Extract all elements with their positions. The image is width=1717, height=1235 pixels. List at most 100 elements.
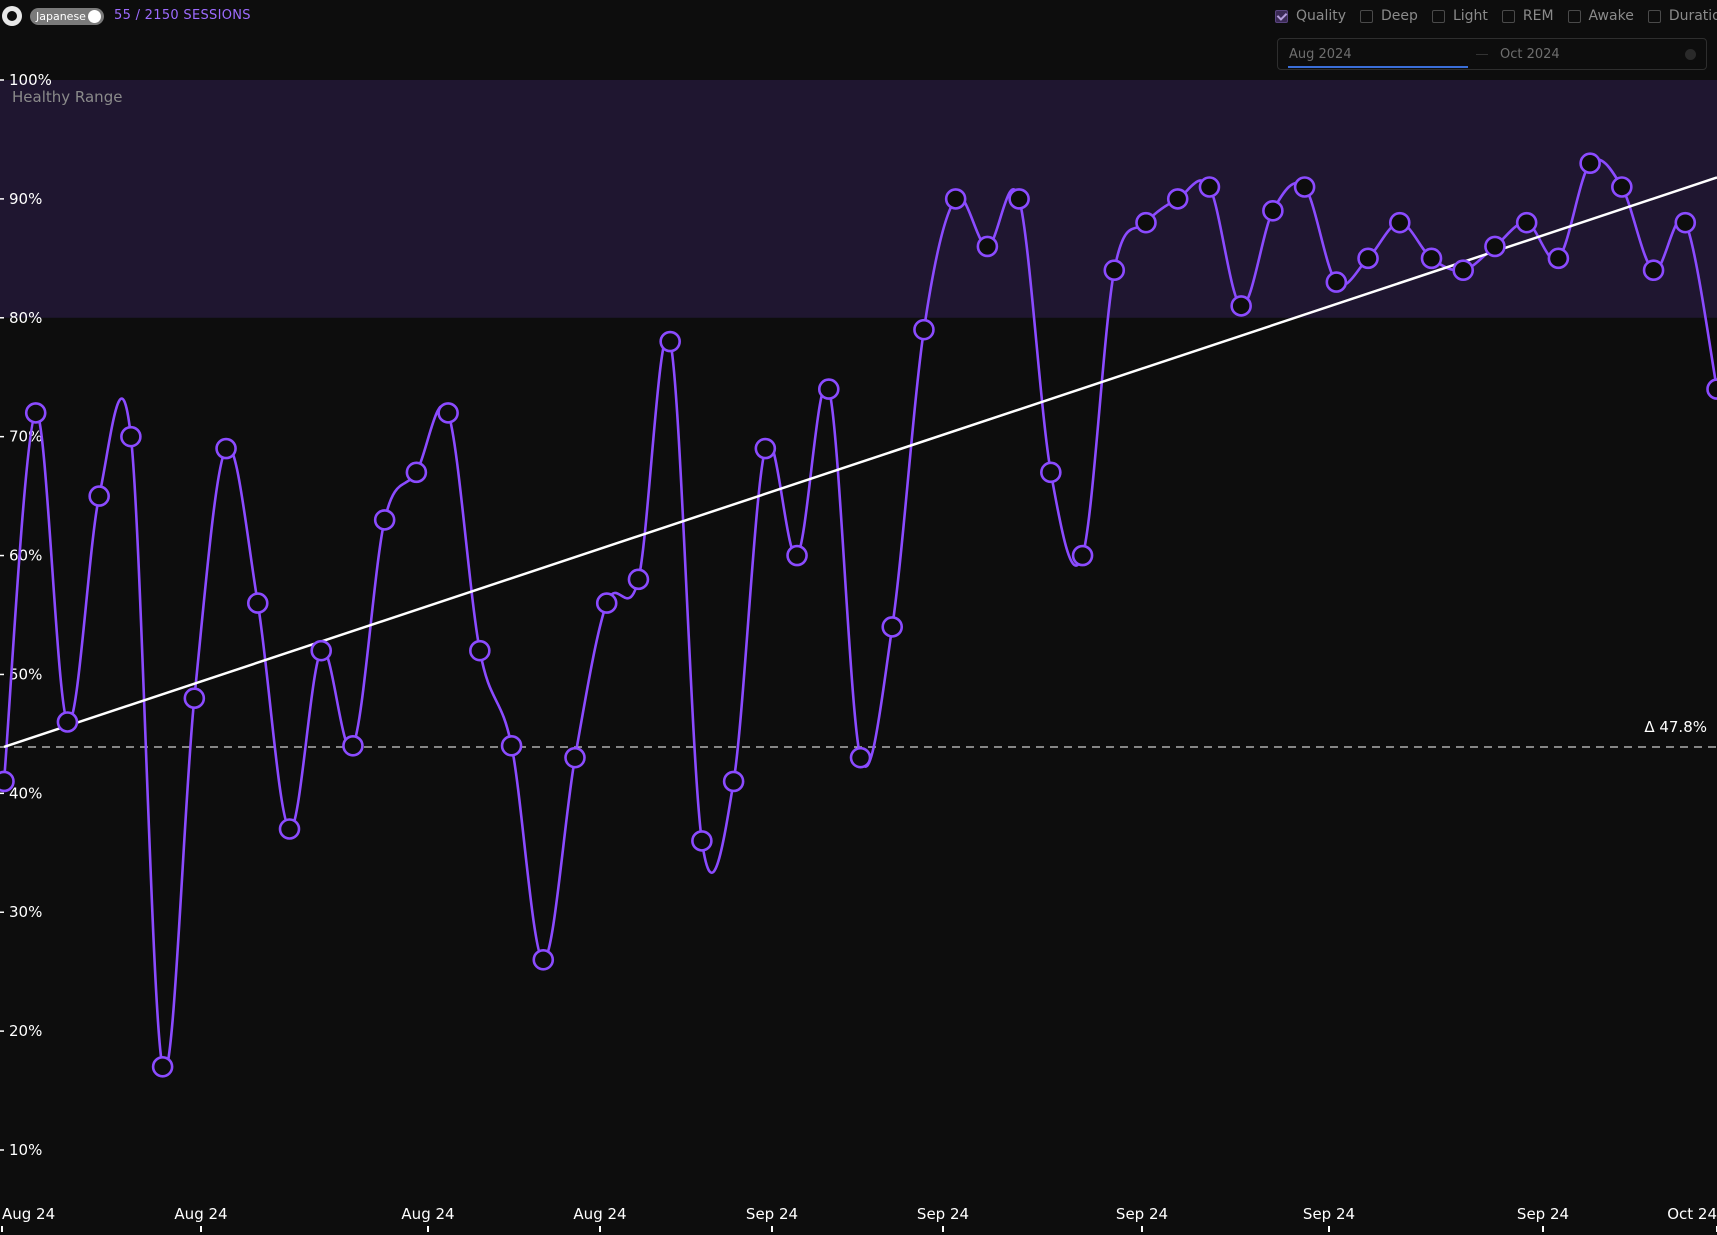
checkbox-icon[interactable] <box>1647 9 1661 23</box>
data-point[interactable] <box>913 318 935 341</box>
data-point[interactable] <box>1103 259 1126 282</box>
language-label: Japanese <box>36 10 86 23</box>
x-tick-label: Sep 24 <box>746 1205 798 1223</box>
x-tick-label: Sep 24 <box>917 1205 969 1223</box>
data-point[interactable] <box>1040 461 1062 484</box>
filter-label: Quality <box>1296 8 1347 24</box>
data-point[interactable] <box>1293 176 1316 198</box>
data-point[interactable] <box>373 509 396 531</box>
metric-filters: Quality Deep Light REM Awake Duration <box>1275 8 1717 24</box>
data-point[interactable] <box>88 485 110 507</box>
data-point[interactable] <box>151 1055 174 1078</box>
data-point[interactable] <box>1008 188 1030 210</box>
y-tick-label: 90% <box>9 190 42 208</box>
github-icon[interactable] <box>2 6 22 26</box>
data-point[interactable] <box>1452 259 1475 282</box>
checkbox-icon[interactable] <box>1431 9 1445 23</box>
data-point[interactable] <box>722 770 745 793</box>
data-point[interactable] <box>786 544 808 567</box>
data-point[interactable] <box>405 461 428 484</box>
data-point[interactable] <box>24 402 47 424</box>
data-point[interactable] <box>1198 176 1221 198</box>
data-point[interactable] <box>1484 235 1506 258</box>
data-point[interactable] <box>532 948 555 971</box>
data-point[interactable] <box>1071 544 1094 567</box>
data-point[interactable] <box>817 378 840 400</box>
data-point[interactable] <box>246 592 269 614</box>
data-point[interactable] <box>564 746 586 769</box>
filter-deep[interactable]: Deep <box>1360 8 1418 24</box>
filter-label: Light <box>1452 8 1488 24</box>
y-axis: 10% 20% 30% 40% 50% 60% 70% 80% 90% 100% <box>0 71 52 1159</box>
data-point[interactable] <box>278 818 301 840</box>
data-point[interactable] <box>500 734 523 757</box>
data-point[interactable] <box>469 639 491 662</box>
date-range-separator <box>1476 54 1488 55</box>
y-tick-label: 50% <box>9 665 42 683</box>
data-point[interactable] <box>1642 259 1665 282</box>
checkbox-icon[interactable] <box>1275 9 1288 23</box>
data-point[interactable] <box>1135 211 1157 234</box>
data-point[interactable] <box>1547 247 1570 270</box>
data-point[interactable] <box>120 425 142 448</box>
data-point[interactable] <box>1674 211 1697 234</box>
filter-quality[interactable]: Quality <box>1275 8 1346 24</box>
x-axis: Aug 24 Aug 24 Aug 24 Aug 24 Sep 24 Sep 24 Sep … <box>1 1205 1717 1232</box>
sessions-count: 55 / 2150 SESSIONS <box>114 8 251 23</box>
clear-icon[interactable] <box>1685 49 1696 60</box>
data-point[interactable] <box>1357 247 1379 270</box>
y-tick-label: 20% <box>9 1022 42 1040</box>
healthy-range-band <box>0 80 1717 318</box>
date-range-picker[interactable]: Aug 2024 Oct 2024 <box>1277 38 1707 70</box>
language-toggle[interactable]: Japanese <box>30 8 104 25</box>
data-point[interactable] <box>1388 211 1411 234</box>
data-point[interactable] <box>595 592 618 614</box>
data-point[interactable] <box>1706 378 1717 400</box>
filter-duration[interactable]: Duration <box>1647 8 1717 24</box>
data-point[interactable] <box>183 687 206 710</box>
data-point[interactable] <box>881 616 904 638</box>
data-point[interactable] <box>56 711 79 733</box>
data-point[interactable] <box>849 746 872 769</box>
reference-label: Δ 47.8% <box>1644 718 1707 736</box>
data-point[interactable] <box>1325 271 1348 293</box>
data-point[interactable] <box>944 188 967 210</box>
filter-label: REM <box>1522 8 1554 24</box>
data-point[interactable] <box>342 734 364 757</box>
data-point[interactable] <box>1230 295 1252 317</box>
data-point[interactable] <box>627 568 650 591</box>
data-point[interactable] <box>754 437 777 460</box>
date-range-end[interactable]: Oct 2024 <box>1500 47 1560 62</box>
data-point[interactable] <box>691 830 713 852</box>
data-point[interactable] <box>437 402 459 424</box>
data-point[interactable] <box>1420 247 1443 270</box>
checkbox-icon[interactable] <box>1360 9 1374 23</box>
checkbox-icon[interactable] <box>1501 9 1515 23</box>
y-tick-label: 10% <box>9 1141 42 1159</box>
data-point[interactable] <box>1262 199 1284 222</box>
y-tick-label: 80% <box>9 309 42 327</box>
x-tick-label: Aug 24 <box>2 1205 55 1223</box>
filter-rem[interactable]: REM <box>1501 8 1554 24</box>
trend-line <box>3 176 1717 749</box>
filter-awake[interactable]: Awake <box>1567 8 1634 24</box>
date-range-start[interactable]: Aug 2024 <box>1289 47 1352 62</box>
filter-light[interactable]: Light <box>1431 8 1488 24</box>
data-point[interactable] <box>1611 176 1633 198</box>
x-tick-label: Sep 24 <box>1303 1205 1355 1223</box>
data-points <box>0 152 1717 1078</box>
data-point[interactable] <box>1166 188 1189 210</box>
data-point[interactable] <box>1515 211 1538 234</box>
data-point[interactable] <box>0 770 15 793</box>
data-point[interactable] <box>976 235 999 258</box>
data-point[interactable] <box>215 437 237 460</box>
data-point[interactable] <box>659 330 681 353</box>
healthy-range-label: Healthy Range <box>12 88 122 106</box>
checkbox-icon[interactable] <box>1567 9 1581 23</box>
y-tick-label: 40% <box>9 784 42 802</box>
filter-label: Deep <box>1381 8 1418 24</box>
data-point[interactable] <box>310 639 333 662</box>
y-tick-label: 100% <box>9 71 52 89</box>
x-tick-label: Sep 24 <box>1517 1205 1569 1223</box>
data-point[interactable] <box>1579 152 1601 175</box>
